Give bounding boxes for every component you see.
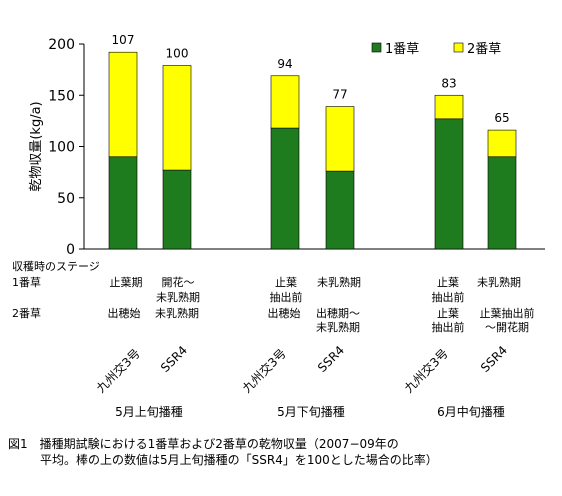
y-tick-label-2: 100 [48,140,75,156]
stage-2-3: 出穂始 [267,307,301,320]
stage-row1-label: 1番草 [12,276,41,289]
stage-1-2: 開花～ [161,276,195,289]
y-tick-label-3: 150 [48,88,75,104]
bar-data-label-5: 83 [441,76,456,90]
stage-2-2: 未乳熟期 [155,307,199,320]
stage-2-5: 止葉 [437,307,459,320]
stage-2-6b: ～開花期 [485,321,529,334]
caption-line-2: 平均。棒の上の数値は5月上旬播種の「SSR4」を100とした場合の比率） [40,453,438,467]
stage-1-3: 止葉 [275,276,297,289]
bar-data-label-6: 65 [494,111,509,125]
group-label-3: 6月中旬播種 [437,405,505,419]
legend-swatch-2bancho [453,42,464,53]
figure-caption: 図1 播種期試験における1番草および2番草の乾物収量（2007−09年の 平均。… [8,436,438,468]
y-axis-label: 乾物収量(kg/a) [29,101,44,191]
bar-data-label-4: 77 [332,88,347,102]
stage-header: 収穫時のステージ [12,260,100,273]
y-tick-label-0: 0 [66,242,75,258]
bar-2bancho-6 [487,129,517,158]
group-label-2: 5月下旬播種 [277,405,345,419]
group-label-1: 5月上旬播種 [115,405,183,419]
y-tick-label-4: 200 [48,37,75,53]
stage-1-4: 未乳熟期 [317,276,361,289]
stage-1-6: 未乳熟期 [477,276,521,289]
bar-2bancho-1 [108,51,138,158]
legend-label-2bancho: 2番草 [467,42,501,57]
bar-1bancho-6 [487,156,517,250]
bar-2bancho-4 [325,106,355,172]
stage-1-1: 止葉期 [109,276,143,289]
stage-1-5: 止葉 [437,276,459,289]
bar-1bancho-1 [108,156,138,250]
y-tick-label-1: 50 [57,191,75,207]
legend-label-1bancho: 1番草 [385,42,419,57]
bar-data-label-3: 94 [277,57,292,71]
caption-line-1: 図1 播種期試験における1番草および2番草の乾物収量（2007−09年の [8,437,399,451]
bar-1bancho-2 [162,169,192,250]
bar-1bancho-4 [325,170,355,250]
bar-1bancho-3 [270,127,300,250]
stage-2-5b: 抽出前 [431,321,465,334]
stage-1-3b: 抽出前 [269,291,303,304]
stage-1-2b: 未乳熟期 [156,291,200,304]
bar-1bancho-5 [434,118,464,250]
bar-data-label-1: 107 [112,33,135,47]
bar-data-label-2: 100 [166,47,189,61]
stage-2-1: 出穂始 [107,307,141,320]
stage-row2-label: 2番草 [12,307,41,320]
legend-swatch-1bancho [371,42,382,53]
bar-2bancho-3 [270,75,300,129]
bar-2bancho-5 [434,94,464,120]
bar-2bancho-2 [162,65,192,171]
stage-1-5b: 抽出前 [431,291,465,304]
stage-2-4b: 未乳熟期 [316,321,360,334]
stage-2-4: 出穂期～ [316,307,360,320]
stage-2-6: 止葉抽出前 [479,307,535,320]
